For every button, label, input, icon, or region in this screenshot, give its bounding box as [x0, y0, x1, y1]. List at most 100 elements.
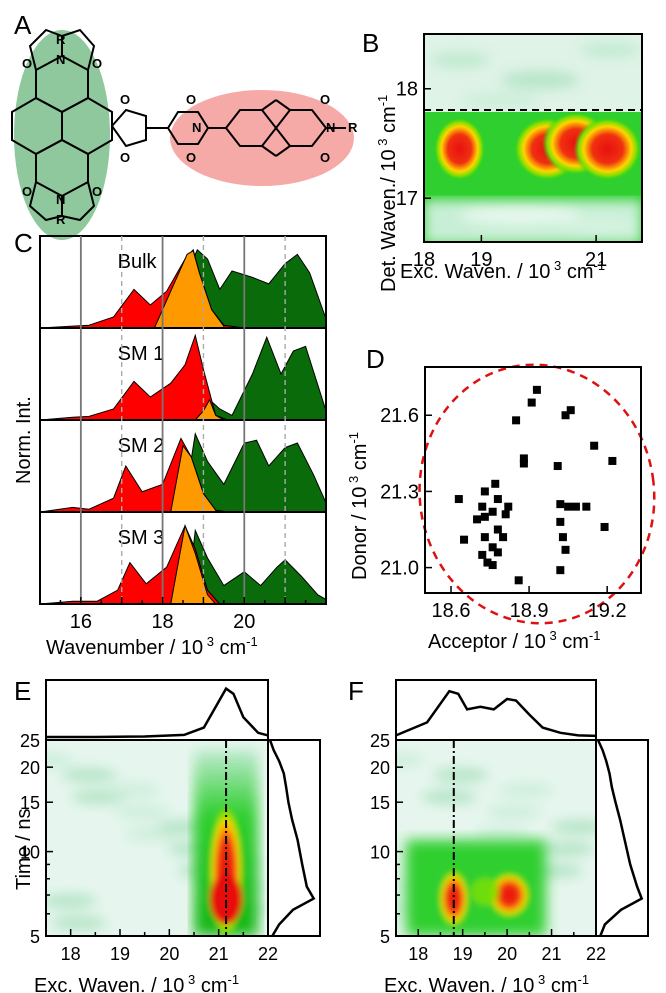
atom-o-top-left: O: [22, 56, 32, 71]
noise-blob: [498, 783, 554, 797]
ellipse-outline: [418, 363, 656, 625]
panel-f-profiles: [395, 689, 644, 937]
panel-d-axes: 18.6 18.9 19.2 21.0 21.3 21.6 Acceptor / 10 3 …: [346, 405, 627, 653]
atom-o-top-right: O: [92, 56, 102, 71]
y-axis-label: Donor / 10 3 cm-1: [346, 432, 371, 580]
x-tick-label: 18.9: [510, 600, 549, 622]
scatter-point: [454, 495, 463, 504]
scatter-point: [480, 512, 489, 521]
scatter-point: [564, 502, 573, 511]
scatter-point: [600, 522, 609, 531]
heatmap-f: [396, 740, 596, 936]
scatter-point: [473, 515, 482, 524]
panel-label-f: F: [348, 676, 364, 706]
noise-blob: [433, 768, 489, 782]
scatter-point: [504, 502, 513, 511]
scatter-point: [480, 487, 489, 496]
noise-blob: [51, 916, 107, 930]
scatter-point: [561, 545, 570, 554]
x-tick-label: 18: [413, 249, 435, 271]
atom-o-acceptor-ur: O: [320, 92, 330, 107]
x-tick-label: 21: [585, 249, 607, 271]
x-tick-label: 21: [209, 944, 229, 964]
y-tick-label: 15: [20, 793, 40, 813]
atom-o-acceptor-ul: O: [186, 92, 196, 107]
x-tick-label: 20: [497, 944, 517, 964]
scatter-point: [478, 550, 487, 559]
y-tick-label: 10: [370, 843, 390, 863]
right-profile-line: [596, 739, 644, 937]
green-area: [202, 335, 327, 421]
scatter-point: [519, 459, 528, 468]
x-axis-label: Acceptor / 10 3 cm-1: [428, 628, 600, 653]
scatter-point: [493, 495, 502, 504]
x-tick-label: 18: [61, 944, 81, 964]
scatter-point: [556, 566, 565, 575]
acceptor-highlight: [170, 90, 354, 186]
hotspot: [437, 868, 470, 929]
x-axis-label: Exc. Waven. / 10 3 cm-1: [384, 972, 589, 993]
x-axis-label: Wavenumber / 10 3 cm-1: [46, 634, 258, 659]
scatter-point: [488, 507, 497, 516]
panel-c-spectra: Bulk SM 1 SM 2 SM 3: [39, 248, 327, 605]
scatter-point: [608, 456, 617, 465]
panel-e-profiles: [46, 686, 316, 937]
atom-o-bottom-left: O: [22, 184, 32, 199]
atom-n-bottom: N: [56, 192, 65, 207]
y-axis-label: Det. Waven./ 10 3 cm-1: [375, 95, 400, 292]
panel-d-scatter: [418, 363, 656, 625]
hotspot: [470, 877, 499, 906]
scatter-point: [553, 462, 562, 471]
atom-o-acceptor-ll: O: [186, 150, 196, 165]
sub-panel-label: SM 2: [118, 435, 165, 457]
y-tick-label: 18: [396, 79, 418, 101]
x-tick-label: 16: [70, 611, 92, 633]
panel-d-frame: [424, 366, 642, 594]
scatter-point: [556, 517, 565, 526]
heatmap-hotspots: [406, 839, 546, 936]
y-tick-label: 25: [20, 731, 40, 751]
panel-f-axes: 18 19 20 21 22 5 10 15 20 25 Exc. Waven. / 10 3 cm…: [370, 679, 649, 993]
atom-o-acceptor-lr: O: [320, 150, 330, 165]
x-tick-label: 18: [151, 611, 173, 633]
atom-o-ring-top: O: [120, 92, 130, 107]
molecule-bonds: [11, 28, 346, 222]
scatter-point: [532, 385, 541, 394]
atom-r-top: R: [56, 32, 66, 47]
scatter-point: [590, 441, 599, 450]
y-axis-label: Norm. Int.: [13, 396, 35, 484]
scatter-point: [460, 535, 469, 544]
x-tick-label: 19.2: [588, 600, 627, 622]
scatter-point: [556, 500, 565, 509]
x-tick-label: 18.6: [432, 600, 471, 622]
panel-label-c: C: [14, 228, 33, 258]
y-tick-label: 5: [380, 927, 390, 947]
scatter-point: [512, 416, 521, 425]
sub-panel-label: SM 3: [118, 527, 165, 549]
hotspot: [573, 116, 642, 181]
x-tick-label: 22: [586, 944, 606, 964]
scatter-point: [582, 502, 591, 511]
x-tick-label: 19: [470, 249, 492, 271]
x-tick-label: 19: [453, 944, 473, 964]
noise-blob: [114, 805, 170, 819]
y-axis-label: Time / ns: [13, 809, 35, 891]
y-tick-label: 20: [370, 758, 390, 778]
scatter-point: [491, 479, 500, 488]
scatter-point: [488, 543, 497, 552]
hotspot: [487, 871, 532, 920]
atom-o-ring-bottom: O: [120, 150, 130, 165]
sub-panel-label: SM 1: [118, 343, 165, 365]
atom-n-acceptor-left: N: [192, 120, 201, 135]
noise-blob: [421, 790, 477, 804]
noise-blob: [396, 753, 424, 767]
noise-blob: [46, 894, 97, 908]
scatter-point: [501, 510, 510, 519]
atom-o-bottom-right: O: [92, 184, 102, 199]
scatter-point: [478, 502, 487, 511]
top-profile-frame: [45, 679, 269, 741]
